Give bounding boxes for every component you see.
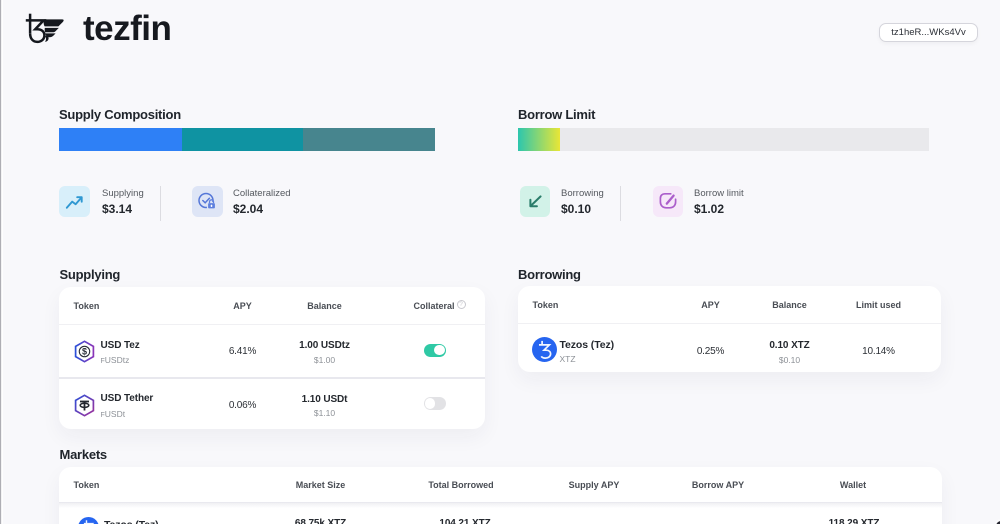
- svg-text:$: $: [82, 347, 87, 357]
